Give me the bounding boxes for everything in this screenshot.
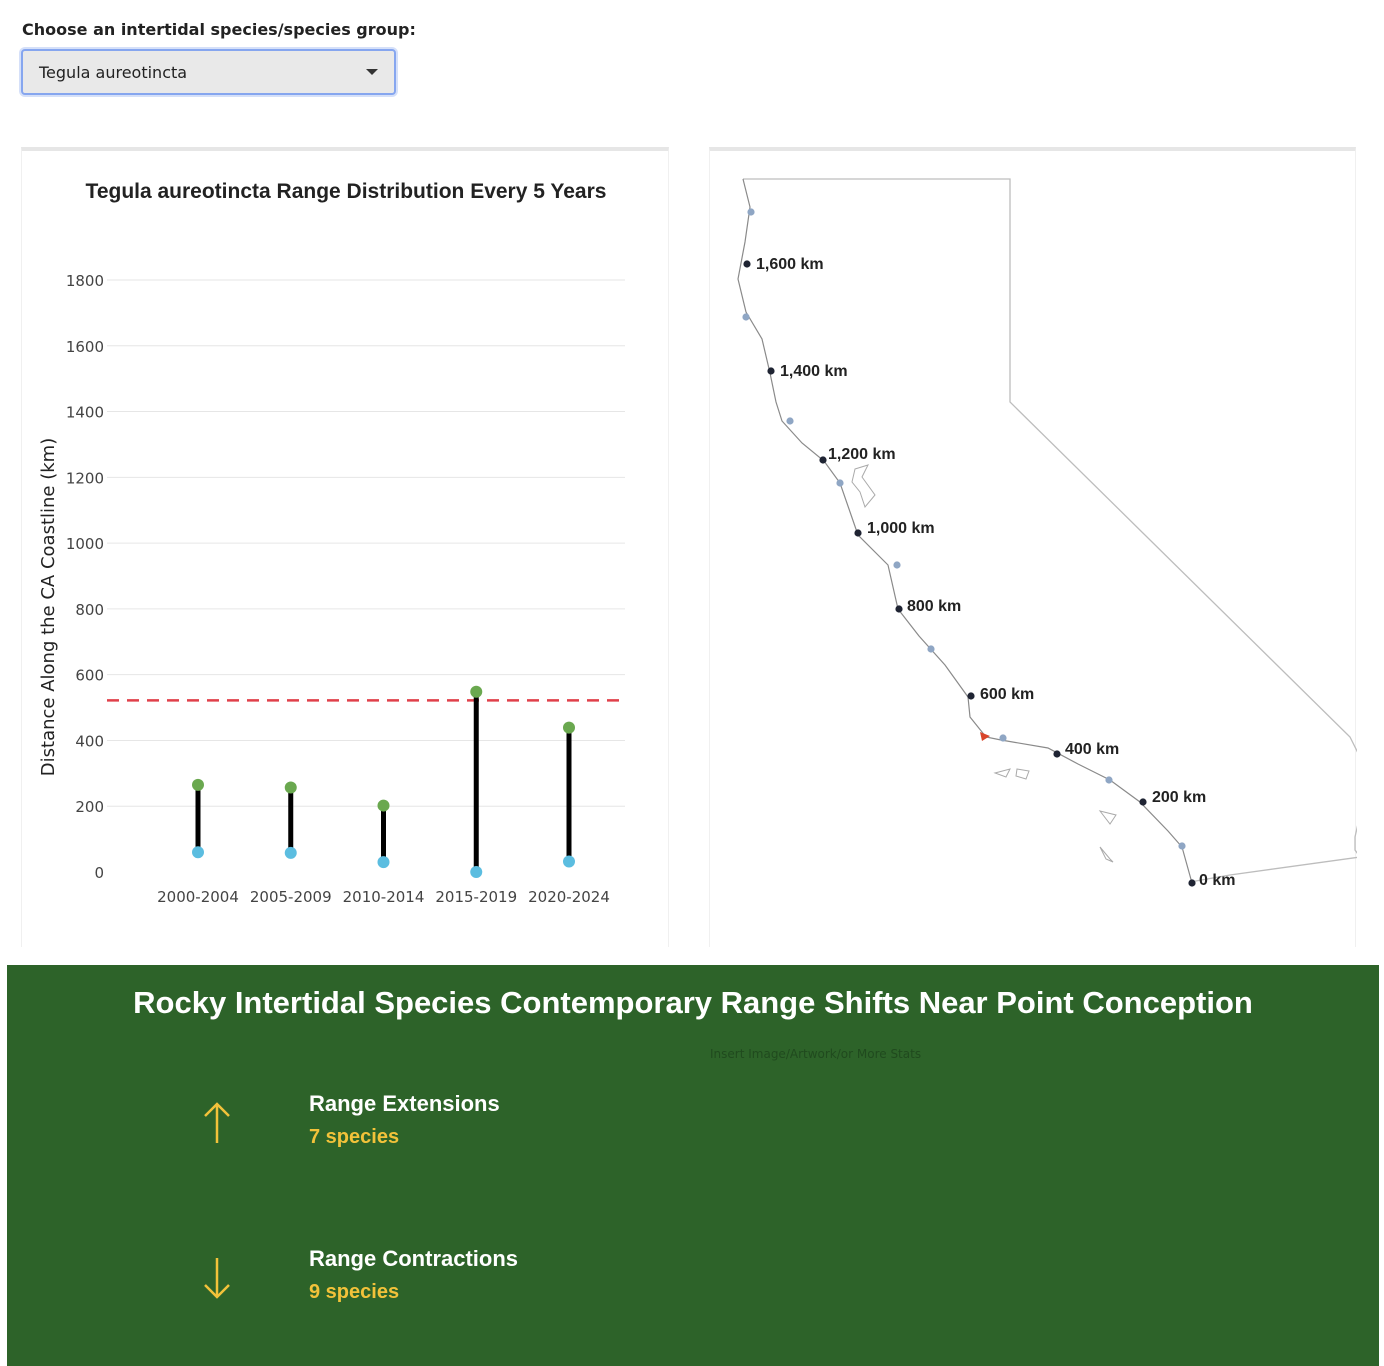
distance-marker xyxy=(767,367,775,375)
species-select[interactable]: Tegula aureotincta xyxy=(21,49,396,95)
coastline xyxy=(737,178,1193,884)
site-dot[interactable] xyxy=(1178,842,1186,850)
island-4 xyxy=(1099,846,1114,863)
distance-label: 1,600 km xyxy=(756,256,824,273)
species-select-value: Tegula aureotincta xyxy=(39,62,188,82)
y-tick-label: 1400 xyxy=(66,404,104,422)
island-1 xyxy=(993,768,1011,778)
distance-label: 1,200 km xyxy=(828,446,896,463)
y-axis-label: Distance Along the CA Coastline (km) xyxy=(38,438,59,776)
range-shift-banner: Rocky Intertidal Species Contemporary Ra… xyxy=(7,965,1379,1366)
site-dot[interactable] xyxy=(742,313,750,321)
california-map: 1,600 km 1,400 km 1,200 km 1,000 km 800 … xyxy=(737,178,1357,889)
california-outline xyxy=(743,178,1357,883)
upper-point xyxy=(470,685,483,698)
chart-title: Tegula aureotincta Range Distribution Ev… xyxy=(86,180,607,203)
site-dot[interactable] xyxy=(999,734,1007,742)
distance-marker xyxy=(1053,750,1061,758)
upper-point xyxy=(192,778,204,791)
range-chart: Tegula aureotincta Range Distribution Ev… xyxy=(38,180,625,906)
island-2 xyxy=(1015,768,1030,780)
distance-label: 400 km xyxy=(1065,741,1119,758)
upper-point xyxy=(284,781,297,794)
y-tick-label: 200 xyxy=(75,798,104,816)
y-tick-label: 800 xyxy=(75,601,104,619)
distance-label: 1,000 km xyxy=(867,520,935,537)
placeholder-note: Insert Image/Artwork/or More Stats xyxy=(710,1047,922,1061)
range-contractions-count: 9 species xyxy=(309,1281,400,1303)
distance-marker xyxy=(967,692,975,700)
species-select-label: Choose an intertidal species/species gro… xyxy=(22,20,416,39)
arrow-up-icon xyxy=(204,1102,230,1143)
y-tick-label: 1800 xyxy=(66,272,104,290)
y-tick-label: 0 xyxy=(94,864,104,882)
distance-label: 200 km xyxy=(1152,789,1206,806)
arrow-down-icon xyxy=(204,1258,230,1299)
y-tick-label: 400 xyxy=(75,732,104,750)
distance-marker xyxy=(819,456,827,464)
site-dot[interactable] xyxy=(927,645,935,653)
site-dot[interactable] xyxy=(893,561,901,569)
y-tick-label: 1000 xyxy=(66,535,104,553)
lower-point xyxy=(192,846,204,859)
site-dot[interactable] xyxy=(747,208,755,216)
coastline-map-card: 1,600 km 1,400 km 1,200 km 1,000 km 800 … xyxy=(709,147,1357,947)
upper-point xyxy=(377,799,390,812)
distance-marker xyxy=(1188,879,1196,887)
lower-point xyxy=(377,856,390,869)
y-tick-label: 1600 xyxy=(66,338,104,356)
upper-point xyxy=(563,721,575,734)
y-tick-label: 600 xyxy=(75,667,104,685)
site-dot[interactable] xyxy=(836,479,844,487)
distance-label: 600 km xyxy=(980,686,1034,703)
x-tick-label: 2010-2014 xyxy=(343,888,425,906)
x-tick-label: 2005-2009 xyxy=(250,888,332,906)
distance-marker xyxy=(743,260,751,268)
x-tick-label: 2020-2024 xyxy=(528,888,610,906)
chevron-down-icon[interactable] xyxy=(366,69,378,75)
distance-marker xyxy=(1139,798,1147,806)
range-contractions-title: Range Contractions xyxy=(309,1246,519,1271)
bay-outline xyxy=(851,464,876,509)
lower-point xyxy=(284,846,297,859)
island-3 xyxy=(1098,810,1117,825)
distance-marker xyxy=(854,529,862,537)
distance-label: 0 km xyxy=(1199,872,1235,889)
range-extensions-count: 7 species xyxy=(309,1126,400,1148)
x-tick-label: 2015-2019 xyxy=(435,888,517,906)
banner-title: Rocky Intertidal Species Contemporary Ra… xyxy=(133,985,1253,1020)
range-chart-card: Tegula aureotincta Range Distribution Ev… xyxy=(21,147,669,947)
range-extensions-title: Range Extensions xyxy=(309,1091,500,1116)
lower-point xyxy=(563,855,575,868)
distance-label: 800 km xyxy=(907,598,961,615)
x-tick-label: 2000-2004 xyxy=(157,888,239,906)
lower-point xyxy=(470,866,483,878)
site-dot[interactable] xyxy=(786,417,794,425)
highlight-marker[interactable] xyxy=(980,732,990,741)
distance-marker xyxy=(895,605,903,613)
site-dot[interactable] xyxy=(1105,776,1113,784)
y-tick-label: 1200 xyxy=(66,469,104,487)
distance-label: 1,400 km xyxy=(780,363,848,380)
